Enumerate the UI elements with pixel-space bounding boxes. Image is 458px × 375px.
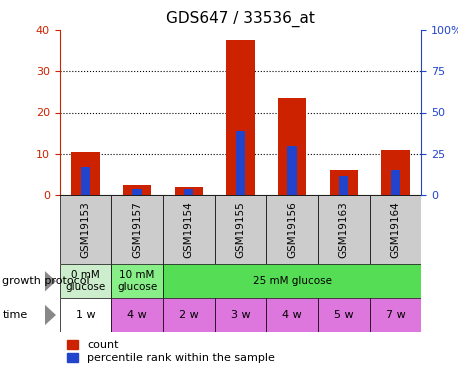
Bar: [60, 298, 111, 332]
Bar: [111, 264, 163, 298]
Bar: [163, 298, 215, 332]
Text: GSM19156: GSM19156: [287, 201, 297, 258]
Bar: [81, 167, 90, 195]
Text: GSM19163: GSM19163: [339, 201, 349, 258]
Bar: [163, 195, 215, 264]
Text: GSM19164: GSM19164: [391, 201, 400, 258]
Bar: [184, 189, 193, 195]
Text: time: time: [2, 310, 27, 320]
Text: 10 mM
glucose: 10 mM glucose: [117, 270, 157, 292]
Bar: [266, 195, 318, 264]
Bar: [111, 195, 163, 264]
Bar: [330, 170, 358, 195]
Text: growth protocol: growth protocol: [2, 276, 90, 286]
Bar: [339, 177, 349, 195]
Text: 1 w: 1 w: [76, 310, 95, 320]
Bar: [71, 152, 99, 195]
Text: 2 w: 2 w: [179, 310, 199, 320]
Bar: [288, 146, 297, 195]
Bar: [60, 264, 111, 298]
Text: GSM19157: GSM19157: [132, 201, 142, 258]
Bar: [215, 195, 266, 264]
Bar: [215, 298, 266, 332]
Polygon shape: [45, 305, 56, 325]
Bar: [266, 298, 318, 332]
Bar: [60, 195, 111, 264]
Bar: [370, 195, 421, 264]
Text: GSM19153: GSM19153: [81, 201, 90, 258]
Text: 5 w: 5 w: [334, 310, 354, 320]
Bar: [174, 187, 203, 195]
Bar: [370, 298, 421, 332]
Bar: [318, 195, 370, 264]
Bar: [226, 40, 255, 195]
Text: 3 w: 3 w: [231, 310, 250, 320]
Text: 25 mM glucose: 25 mM glucose: [253, 276, 332, 286]
Polygon shape: [45, 271, 56, 291]
Bar: [111, 298, 163, 332]
Bar: [278, 98, 306, 195]
Bar: [318, 298, 370, 332]
Title: GDS647 / 33536_at: GDS647 / 33536_at: [166, 11, 315, 27]
Bar: [132, 189, 142, 195]
Bar: [163, 264, 421, 298]
Legend: count, percentile rank within the sample: count, percentile rank within the sample: [65, 338, 278, 366]
Text: 7 w: 7 w: [386, 310, 405, 320]
Bar: [391, 170, 400, 195]
Text: 4 w: 4 w: [127, 310, 147, 320]
Text: 4 w: 4 w: [282, 310, 302, 320]
Text: 0 mM
glucose: 0 mM glucose: [65, 270, 105, 292]
Text: GSM19154: GSM19154: [184, 201, 194, 258]
Bar: [236, 131, 245, 195]
Bar: [123, 185, 151, 195]
Bar: [382, 150, 410, 195]
Text: GSM19155: GSM19155: [235, 201, 245, 258]
